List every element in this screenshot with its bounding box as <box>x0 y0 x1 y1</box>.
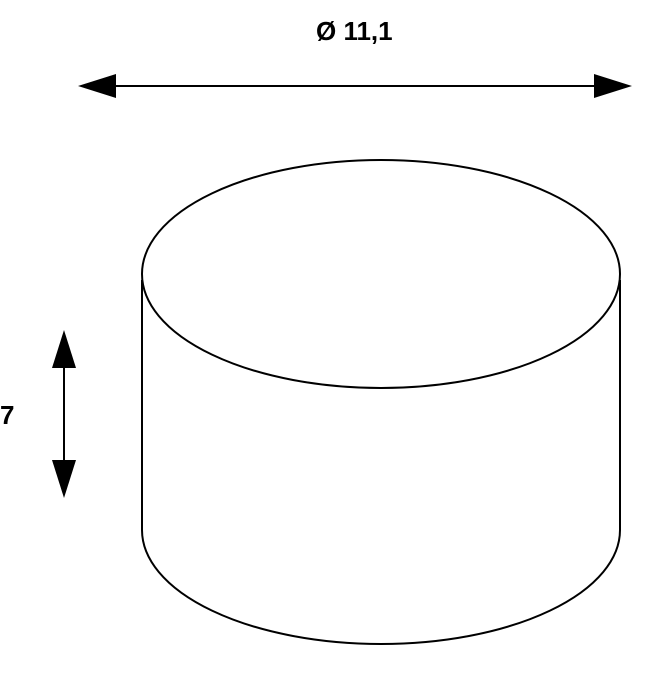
cylinder-top-ellipse <box>142 160 620 388</box>
height-dimension: 7 <box>0 330 76 498</box>
cylinder <box>142 160 620 644</box>
height-label: 7 <box>0 400 14 430</box>
arrowhead-down <box>52 460 76 498</box>
arrowhead-right <box>594 74 632 98</box>
cylinder-bottom-arc <box>142 530 620 644</box>
arrowhead-left <box>78 74 116 98</box>
arrowhead-up <box>52 330 76 368</box>
diameter-dimension: Ø 11,1 <box>78 16 632 98</box>
diameter-label: Ø 11,1 <box>316 16 393 46</box>
dimension-diagram: Ø 11,1 7 <box>0 0 664 700</box>
